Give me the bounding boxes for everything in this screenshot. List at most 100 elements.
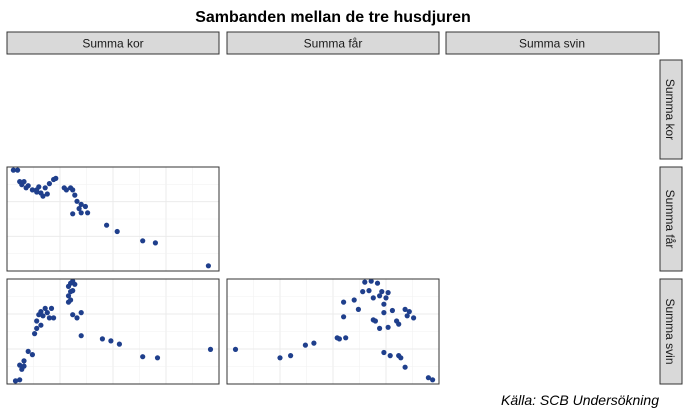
data-point <box>140 354 146 360</box>
data-point <box>72 192 78 198</box>
data-point <box>311 340 317 346</box>
data-point <box>85 210 91 216</box>
data-point <box>70 187 76 193</box>
data-point <box>385 290 391 296</box>
data-point <box>140 238 146 244</box>
data-point <box>31 331 38 337</box>
data-point <box>381 301 387 307</box>
data-point <box>70 288 76 294</box>
source-caption: Källa: SCB Undersökning <box>501 392 659 408</box>
data-point <box>46 181 53 187</box>
data-point <box>34 325 40 331</box>
data-point <box>34 189 40 195</box>
panel-far-svin <box>226 278 440 385</box>
data-point <box>355 306 361 312</box>
data-point <box>377 293 383 299</box>
data-point <box>74 315 80 321</box>
data-point <box>51 315 57 321</box>
data-point <box>40 193 46 199</box>
data-point <box>78 310 84 316</box>
data-point <box>351 297 357 303</box>
data-point <box>63 187 69 193</box>
data-point <box>114 228 120 235</box>
chart-title: Sambanden mellan de tre husdjuren <box>195 9 471 26</box>
data-point <box>40 313 46 319</box>
top-strip-summa-kor: Summa kor <box>6 31 220 55</box>
panel-border <box>6 278 220 385</box>
data-point <box>15 167 21 173</box>
data-point <box>362 279 368 285</box>
right-strip-summa-far: Summa får <box>659 166 683 272</box>
data-point <box>341 314 347 320</box>
data-point <box>70 312 76 318</box>
data-point <box>411 315 417 321</box>
data-point <box>385 324 391 330</box>
data-point <box>232 346 239 352</box>
data-point <box>17 377 23 383</box>
data-point <box>78 333 84 339</box>
data-point <box>387 353 393 359</box>
data-point <box>425 375 431 381</box>
data-point <box>154 355 161 361</box>
panel-border <box>6 166 220 272</box>
data-point <box>404 313 410 319</box>
data-point <box>383 295 389 301</box>
data-point <box>12 378 19 384</box>
data-point <box>29 187 35 193</box>
data-point <box>389 307 395 314</box>
data-point <box>360 289 366 295</box>
panel-border <box>226 278 440 385</box>
data-point <box>288 353 294 359</box>
data-point <box>302 342 308 348</box>
data-point <box>341 299 347 305</box>
data-point <box>82 203 88 210</box>
top-strip-label-summa-kor: Summa kor <box>82 37 143 51</box>
data-point <box>368 278 374 284</box>
data-point <box>205 263 211 269</box>
data-point <box>34 318 40 324</box>
data-point <box>48 305 55 311</box>
data-point <box>68 297 74 303</box>
data-point <box>78 210 84 216</box>
data-point <box>17 362 23 368</box>
right-strip-label-summa-kor: Summa kor <box>663 79 677 140</box>
data-point <box>370 295 376 301</box>
data-point <box>381 349 387 356</box>
top-strip-label-summa-far: Summa får <box>304 37 363 51</box>
data-point <box>44 191 50 197</box>
data-point <box>402 306 408 312</box>
data-point <box>430 377 436 383</box>
data-point <box>379 289 385 295</box>
data-point <box>21 363 27 369</box>
data-point <box>152 240 158 246</box>
data-point <box>366 288 372 294</box>
data-point <box>381 310 387 316</box>
data-point <box>21 358 27 364</box>
data-point <box>277 355 283 361</box>
data-point <box>25 183 31 189</box>
right-strip-summa-kor: Summa kor <box>659 59 683 160</box>
data-point <box>78 201 84 207</box>
data-point <box>76 206 82 212</box>
data-point <box>336 336 342 342</box>
right-strip-label-summa-far: Summa får <box>663 190 677 249</box>
top-strip-label-summa-svin: Summa svin <box>519 37 585 51</box>
data-point <box>70 211 76 217</box>
data-point <box>25 348 31 354</box>
data-point <box>99 336 105 342</box>
data-point <box>104 222 110 228</box>
data-point <box>398 355 404 361</box>
data-point <box>46 315 53 321</box>
data-point <box>21 179 27 185</box>
panel-kor-far <box>6 166 220 272</box>
data-point <box>396 321 402 327</box>
data-point <box>374 280 381 286</box>
data-point <box>65 293 72 299</box>
data-point <box>402 364 408 370</box>
data-point <box>29 352 35 358</box>
data-point <box>36 184 42 190</box>
data-point <box>10 167 16 173</box>
right-strip-summa-svin: Summa svin <box>659 278 683 385</box>
top-strip-summa-far: Summa får <box>226 31 440 55</box>
